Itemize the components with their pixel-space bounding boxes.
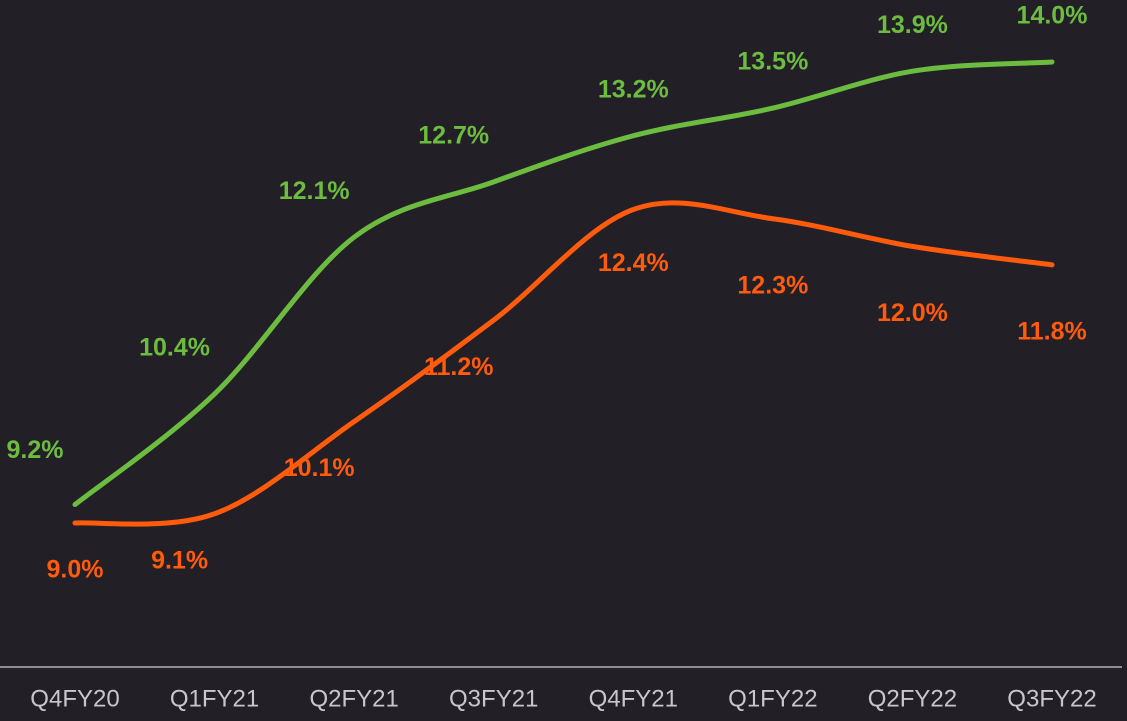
data-label: 11.2% bbox=[424, 353, 494, 381]
data-label: 11.8% bbox=[1017, 317, 1087, 345]
x-tick-label: Q1FY22 bbox=[728, 685, 817, 712]
data-label: 12.7% bbox=[418, 121, 489, 149]
data-label: 13.2% bbox=[598, 75, 669, 103]
data-label: 9.2% bbox=[7, 436, 64, 464]
line bbox=[72, 200, 1055, 527]
data-label: 14.0% bbox=[1017, 2, 1088, 30]
x-tick-label: Q4FY20 bbox=[30, 685, 119, 712]
data-label: 12.1% bbox=[279, 177, 350, 205]
x-tick-label: Q4FY21 bbox=[589, 685, 678, 712]
x-tick-label: Q2FY21 bbox=[309, 685, 398, 712]
x-tick-label: Q3FY22 bbox=[1007, 685, 1096, 712]
x-tick-label: Q2FY22 bbox=[868, 685, 957, 712]
data-label: 13.9% bbox=[877, 11, 948, 39]
data-label: 13.5% bbox=[737, 48, 808, 76]
data-label: 12.0% bbox=[877, 299, 948, 327]
data-label: 12.4% bbox=[598, 249, 669, 277]
line bbox=[72, 59, 1055, 508]
x-tick-label: Q1FY21 bbox=[170, 685, 259, 712]
data-label: 12.3% bbox=[737, 271, 808, 299]
data-label: 9.1% bbox=[151, 546, 208, 574]
data-label: 9.0% bbox=[47, 556, 104, 584]
data-label: 10.1% bbox=[284, 454, 355, 482]
x-tick-label: Q3FY21 bbox=[449, 685, 538, 712]
data-label: 10.4% bbox=[139, 334, 210, 362]
